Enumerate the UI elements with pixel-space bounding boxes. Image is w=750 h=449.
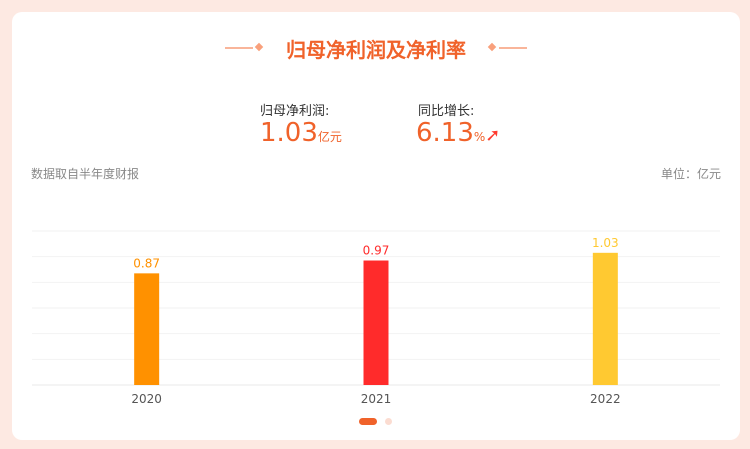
data-label: 1.03 bbox=[592, 236, 619, 250]
x-tick-label: 2021 bbox=[361, 392, 392, 406]
bar-2021 bbox=[363, 260, 389, 385]
unit-note: 单位：亿元 bbox=[660, 167, 721, 181]
profit-value: 1.03亿元 bbox=[260, 118, 342, 148]
arrow-up-icon: ➚ bbox=[485, 125, 501, 146]
data-label: 0.87 bbox=[133, 256, 160, 270]
profit-label: 归母净利润: bbox=[260, 104, 330, 119]
x-tick-label: 2022 bbox=[590, 392, 621, 406]
title-decoration bbox=[499, 47, 527, 49]
data-source-note: 数据取自半年度财报 bbox=[31, 167, 140, 181]
chart-title: 归母净利润及净利率 bbox=[286, 38, 466, 62]
bar-2020 bbox=[134, 273, 160, 385]
title-decoration bbox=[225, 47, 253, 49]
page-dot-active[interactable] bbox=[359, 418, 377, 425]
data-label: 0.97 bbox=[363, 244, 390, 258]
bar-2022 bbox=[592, 252, 618, 385]
page-dot[interactable] bbox=[385, 418, 392, 425]
growth-label: 同比增长: bbox=[418, 104, 475, 119]
growth-value: 6.13%➚ bbox=[416, 118, 501, 148]
x-tick-label: 2020 bbox=[131, 392, 162, 406]
